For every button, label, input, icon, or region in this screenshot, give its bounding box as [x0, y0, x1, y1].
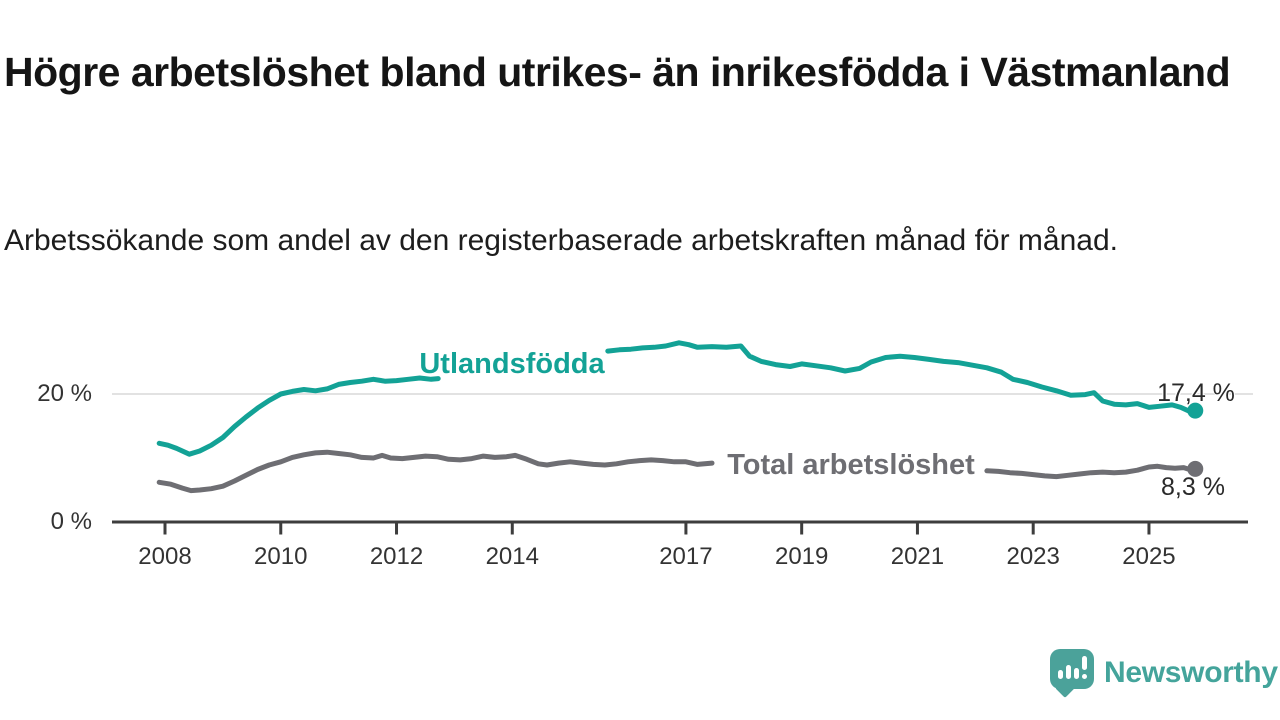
series-line-total: [156, 449, 715, 494]
x-tick-label-2021: 2021: [890, 543, 945, 570]
y-axis-label-20pct: 20 %: [37, 380, 92, 407]
x-tick-label-2014: 2014: [485, 543, 539, 570]
end-dot-total: [1187, 460, 1204, 477]
end-dot-utlandsfodda: [1187, 402, 1204, 419]
series-line-utlandsfodda: [156, 375, 441, 457]
bar-chart-icon: [1058, 670, 1063, 679]
series-label-total-arbetsloshet: Total arbetslöshet: [727, 449, 975, 481]
bar-chart-icon: [1074, 668, 1079, 679]
newsworthy-logo: Newsworthy: [1050, 646, 1278, 700]
y-axis-label-0pct: 0 %: [50, 508, 92, 535]
x-tick-label-2008: 2008: [138, 543, 192, 570]
newsworthy-wordmark: Newsworthy: [1104, 656, 1278, 689]
end-value-utlandsfodda: 17,4 %: [1157, 379, 1235, 407]
end-value-total-arbetsloshet: 8,3 %: [1161, 473, 1225, 501]
exclamation-icon: [1082, 656, 1087, 670]
exclamation-dot-icon: [1082, 674, 1087, 679]
chart-title: Högre arbetslöshet bland utrikes- än inr…: [4, 49, 1231, 96]
x-tick-label-2010: 2010: [254, 543, 308, 570]
x-tick-label-2017: 2017: [659, 543, 713, 570]
x-tick-label-2025: 2025: [1122, 543, 1176, 570]
speech-bubble-icon: [1050, 649, 1094, 689]
series-line-total: [984, 463, 1198, 480]
series-line-utlandsfodda: [605, 340, 1198, 414]
newsworthy-logo-icon: [1050, 647, 1094, 699]
x-tick-label-2012: 2012: [369, 543, 424, 570]
bar-chart-icon: [1066, 665, 1071, 679]
x-tick-label-2019: 2019: [774, 543, 829, 570]
x-tick-label-2023: 2023: [1006, 543, 1060, 570]
series-label-utlandsfodda: Utlandsfödda: [419, 348, 605, 380]
chart-subtitle: Arbetssökande som andel av den registerb…: [4, 224, 1118, 257]
